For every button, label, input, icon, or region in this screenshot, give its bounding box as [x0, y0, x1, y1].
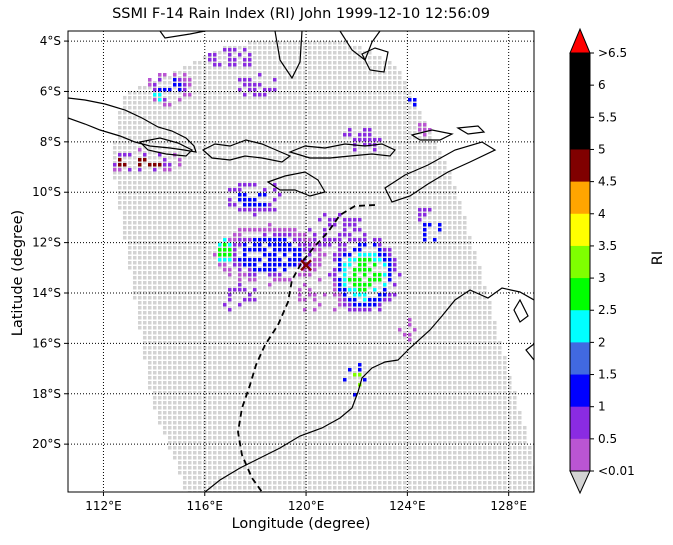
colorbar-tick-label: 0.5 [598, 432, 617, 446]
colorbar-segment [570, 342, 590, 376]
storm-center-marker [300, 259, 312, 272]
coastline-sumbawa [201, 139, 292, 163]
coastline-wetar [410, 129, 454, 141]
y-axis-ticks: 4°S 6°S 8°S 10°S 12°S 14°S 16°S 18°S 20°S [32, 34, 68, 451]
colorbar-tick-label: 5 [598, 142, 606, 156]
colorbar-segment [570, 85, 590, 118]
graticule [68, 31, 534, 492]
colorbar-tick-label: 5.5 [598, 110, 617, 124]
satellite-swath [113, 41, 534, 492]
colorbar-segment [570, 53, 590, 86]
colorbar-tick-label: 6 [598, 78, 606, 92]
colorbar-tick-label: 3.5 [598, 239, 617, 253]
coastline-buru [361, 47, 389, 73]
colorbar-tick-label: 1 [598, 400, 606, 414]
y-tick-label: 12°S [32, 236, 61, 250]
chart-title: SSMI F-14 Rain Index (RI) John 1999-12-1… [112, 6, 490, 22]
y-tick-label: 4°S [40, 34, 61, 48]
map-frame [67, 30, 535, 493]
x-tick-label: 124°E [389, 499, 426, 513]
colorbar-segment [570, 406, 590, 440]
colorbar-segment [570, 213, 590, 247]
coastline-babar [456, 125, 486, 135]
coastline-borneo [159, 31, 206, 39]
x-tick-label: 128°E [490, 499, 527, 513]
colorbar-segment [570, 117, 590, 150]
x-tick-label: 116°E [187, 499, 224, 513]
coastline-buton [339, 31, 381, 61]
coastline-flores [288, 143, 396, 159]
coastline-cobourg [525, 343, 534, 361]
y-tick-label: 20°S [32, 437, 61, 451]
y-tick-label: 18°S [32, 387, 61, 401]
y-tick-label: 8°S [40, 135, 61, 149]
colorbar-tick-label: 2 [598, 335, 606, 349]
colorbar-over-triangle [569, 27, 591, 54]
colorbar-segment [570, 310, 590, 343]
storm-x-line [300, 259, 312, 272]
coastline-java [68, 97, 197, 153]
coastline-sumba [266, 171, 326, 197]
y-tick-label: 16°S [32, 336, 61, 350]
coastline-sulawesi [274, 31, 303, 80]
x-tick-label: 120°E [288, 499, 325, 513]
rain-index-pixels [113, 48, 442, 397]
colorbar-segment [570, 245, 590, 279]
colorbar-frame [569, 52, 591, 472]
x-axis-ticks: 112°E 116°E 120°E 124°E 128°E [85, 492, 527, 513]
coastline-bali [138, 137, 194, 157]
storm-track [237, 204, 376, 492]
y-tick-label: 14°S [32, 286, 61, 300]
colorbar-segment [570, 149, 590, 183]
y-tick-label: 10°S [32, 185, 61, 199]
colorbar-segment [570, 278, 590, 311]
colorbar-tick-label: 4.5 [598, 175, 617, 189]
y-tick-label: 6°S [40, 84, 61, 98]
colorbar-tick-label: >6.5 [598, 46, 627, 60]
colorbar-segment [570, 181, 590, 215]
colorbar-tick-label: 4 [598, 207, 606, 221]
colorbar-tick-label: <0.01 [598, 464, 635, 478]
x-axis-label: Longitude (degree) [231, 516, 371, 532]
colorbar-segment [570, 438, 590, 472]
colorbar-segment [570, 374, 590, 408]
coastline-melville [513, 298, 529, 323]
colorbar-tick-label: 2.5 [598, 303, 617, 317]
colorbar: >6.5 6 5.5 5 4.5 4 3.5 3 2.5 2 1.5 1 0.5 <0.01 [569, 27, 635, 495]
colorbar-tick-label: 1.5 [598, 368, 617, 382]
x-tick-label: 112°E [85, 499, 122, 513]
colorbar-tick-label: 3 [598, 271, 606, 285]
colorbar-under-triangle [569, 470, 591, 495]
